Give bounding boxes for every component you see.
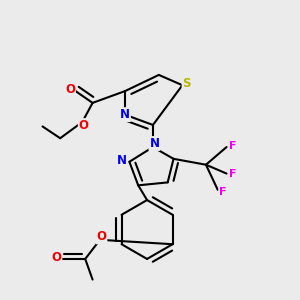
Text: N: N bbox=[149, 137, 159, 150]
Text: F: F bbox=[229, 141, 237, 151]
Text: F: F bbox=[229, 169, 237, 178]
Text: O: O bbox=[96, 230, 106, 243]
Text: O: O bbox=[51, 251, 62, 264]
Text: O: O bbox=[79, 119, 89, 132]
Text: S: S bbox=[183, 77, 191, 90]
Text: N: N bbox=[120, 108, 130, 121]
Text: O: O bbox=[65, 83, 75, 96]
Text: N: N bbox=[117, 154, 127, 167]
Text: F: F bbox=[219, 187, 227, 197]
